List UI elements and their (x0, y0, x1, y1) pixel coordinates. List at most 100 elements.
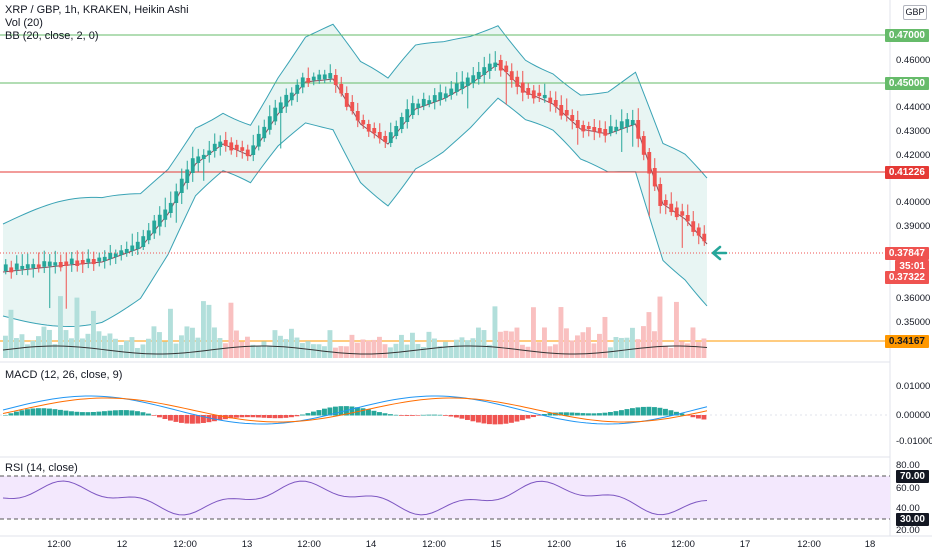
macd-histogram-bar (129, 410, 135, 416)
volume-bar (129, 337, 135, 358)
volume-bar (371, 339, 377, 358)
time-axis-label: 12 (117, 539, 128, 550)
volume-bar (206, 304, 212, 358)
bb-legend[interactable]: BB (20, close, 2, 0) (5, 30, 99, 42)
candle-body (548, 97, 553, 103)
macd-legend[interactable]: MACD (12, 26, close, 9) (5, 369, 123, 381)
macd-histogram-bar (690, 415, 696, 418)
candle-body (185, 169, 190, 183)
candle-body (141, 236, 146, 247)
volume-bar (289, 328, 294, 358)
macd-histogram-bar (261, 415, 267, 418)
candle-body (702, 233, 707, 242)
volume-bar (250, 344, 256, 358)
candle-body (383, 136, 388, 142)
candle-body (344, 93, 349, 107)
macd-histogram-bar (272, 415, 278, 419)
symbol-legend[interactable]: XRP / GBP, 1h, KRAKEN, Heikin Ashi (5, 4, 189, 16)
candle-body (179, 178, 184, 193)
volume-bar (657, 296, 663, 358)
candle-body (86, 258, 91, 263)
candle-body (245, 149, 250, 157)
macd-histogram-bar (19, 410, 25, 416)
candle-body (509, 71, 514, 80)
macd-axis-label: 0.01000 (896, 381, 930, 392)
macd-histogram-bar (404, 415, 410, 416)
macd-histogram-bar (514, 415, 520, 422)
candle-body (317, 74, 322, 80)
macd-histogram-bar (333, 406, 338, 416)
candle-body (559, 105, 564, 116)
volume-bar (316, 344, 322, 358)
macd-histogram-bar (531, 415, 536, 418)
macd-histogram-bar (168, 415, 173, 421)
candle-body (350, 102, 355, 112)
candle-body (69, 258, 74, 264)
time-axis-label: 15 (491, 539, 502, 550)
macd-histogram-bar (569, 412, 575, 416)
macd-histogram-bar (140, 412, 146, 416)
candle-body (658, 184, 663, 206)
volume-bar (564, 328, 569, 358)
volume-bar (586, 327, 591, 358)
currency-selector[interactable]: GBP (903, 5, 927, 20)
candle-body (449, 88, 454, 95)
macd-histogram-bar (41, 408, 47, 416)
candle-body (284, 94, 289, 107)
candle-body (113, 253, 118, 257)
candle-body (201, 154, 206, 159)
bollinger-basis-line (2, 63, 708, 273)
volume-bar (553, 344, 558, 358)
candle-body (91, 259, 96, 265)
rsi-legend[interactable]: RSI (14, close) (5, 462, 78, 474)
volume-bar (349, 334, 355, 358)
macd-histogram-bar (377, 412, 382, 416)
volume-bar (58, 296, 63, 358)
macd-histogram-bar (267, 415, 272, 419)
macd-histogram-bar (135, 411, 140, 416)
volume-bar (575, 335, 580, 358)
candle-body (97, 257, 102, 262)
candle-body (641, 136, 646, 155)
volume-bar (80, 338, 85, 358)
macd-histogram-bar (492, 415, 498, 425)
candle-body (267, 116, 272, 130)
volume-bar (536, 342, 542, 358)
price-tag-level-a: 0.47000 (884, 29, 929, 42)
volume-bar (619, 337, 624, 358)
volume-bar (399, 334, 404, 358)
candle-body (256, 133, 261, 147)
candle-body (636, 120, 641, 139)
volume-bar (690, 327, 696, 358)
price-tag-close: 0.37322 (884, 271, 929, 284)
price-tag-last: 0.37847 (884, 247, 929, 260)
price-tag-level-c: 0.41226 (884, 166, 929, 179)
macd-histogram-bar (580, 413, 586, 416)
volume-bar (212, 327, 217, 358)
candle-body (229, 142, 234, 151)
volume-bar (492, 306, 498, 358)
candle-body (135, 241, 140, 249)
candle-body (476, 71, 481, 79)
volume-bar (630, 327, 635, 358)
volume-bar (701, 338, 707, 358)
volume-bar (679, 341, 685, 358)
macd-histogram-bar (415, 415, 421, 416)
macd-histogram-bar (184, 415, 190, 424)
volume-bar (322, 346, 327, 358)
volume-legend[interactable]: Vol (20) (5, 17, 43, 29)
candle-body (471, 75, 476, 83)
candle-body (564, 110, 569, 116)
volume-bar (503, 330, 509, 358)
candle-body (542, 94, 547, 99)
volume-bar (223, 343, 228, 358)
candle-body (652, 168, 657, 187)
macd-histogram-bar (80, 412, 85, 416)
macd-histogram-bar (366, 409, 371, 416)
candle-body (531, 90, 536, 99)
candle-body (515, 76, 520, 87)
rsi-axis-label: 80.00 (896, 460, 920, 471)
macd-histogram-bar (25, 409, 30, 416)
candle-body (124, 248, 129, 253)
